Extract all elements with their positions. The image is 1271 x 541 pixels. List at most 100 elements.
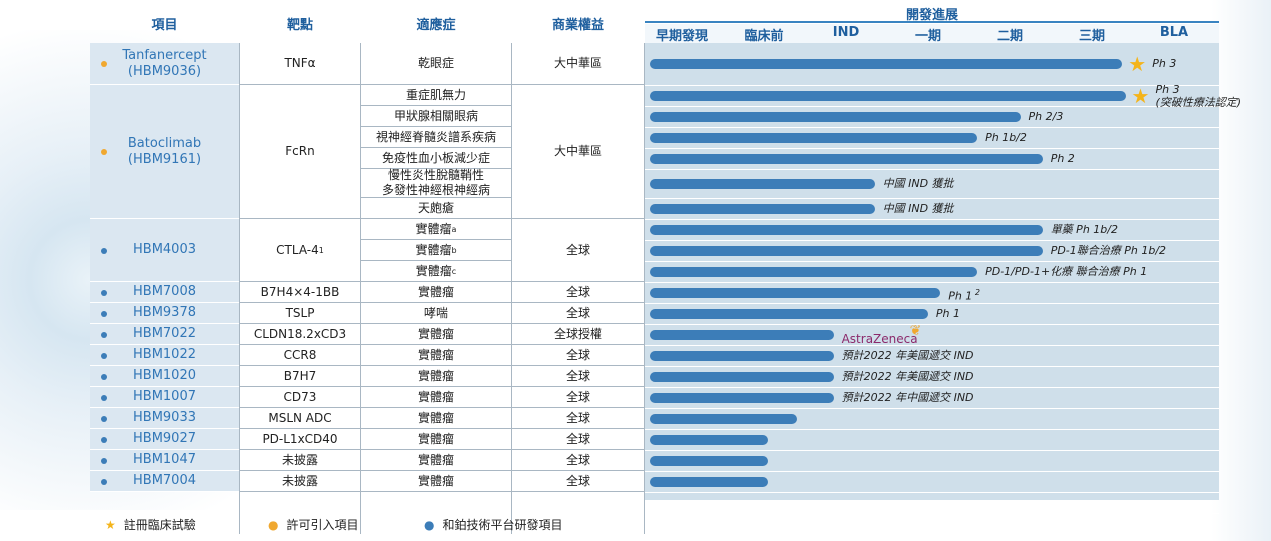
- program-rights: 大中華區: [512, 85, 644, 219]
- header-target: 靶點: [286, 18, 313, 33]
- legend-registration-label: 註冊臨床試驗: [123, 518, 196, 532]
- header-indication: 適應症: [416, 18, 456, 33]
- progress-label: 中國 IND 獲批: [882, 176, 954, 190]
- indication-cell: 實體瘤 a: [361, 219, 511, 240]
- progress-label: Ph 2/3: [1028, 109, 1064, 123]
- progress-bar: [650, 308, 928, 319]
- indication-cell: 甲狀腺相關眼病: [361, 106, 511, 127]
- column-divider: [644, 43, 645, 534]
- progress-bar: [650, 371, 834, 382]
- licensed-dot-icon: [101, 61, 107, 67]
- progress-row-divider: [645, 429, 1219, 430]
- progress-label: Ph 1 2: [948, 287, 980, 303]
- indication-cell: 實體瘤: [361, 471, 511, 492]
- inhouse-dot-icon: ●: [424, 518, 435, 532]
- progress-bar: [650, 90, 1126, 101]
- program-target: CCR8: [240, 345, 360, 366]
- phase-label: 一期: [914, 29, 941, 44]
- progress-row-divider: [645, 261, 1219, 262]
- progress-bar: [650, 455, 768, 466]
- program-rights: 大中華區: [512, 43, 644, 85]
- legend-registration: ★ 註冊臨床試驗: [105, 516, 196, 533]
- licensed-dot-icon: ●: [268, 518, 279, 532]
- progress-row-divider: [645, 219, 1219, 220]
- indication-cell: 實體瘤 b: [361, 240, 511, 261]
- progress-row-divider: [645, 366, 1219, 367]
- program-target: B7H7: [240, 366, 360, 387]
- progress-label: PD-1聯合治療 Ph 1b/2: [1050, 243, 1167, 257]
- indication-cell: 實體瘤: [361, 345, 511, 366]
- program-target: CD73: [240, 387, 360, 408]
- progress-label: Ph 1b/2: [985, 130, 1027, 144]
- indication-cell: 實體瘤 c: [361, 261, 511, 282]
- indication-cell: 實體瘤: [361, 282, 511, 303]
- program-rights: 全球: [512, 219, 644, 282]
- program-rights: 全球: [512, 303, 644, 324]
- phase-label: 二期: [996, 29, 1023, 44]
- legend-licensed: ● 許可引入項目: [268, 516, 359, 533]
- progress-row-divider: [645, 169, 1219, 170]
- progress-row-divider: [645, 198, 1219, 199]
- indication-cell: 實體瘤: [361, 366, 511, 387]
- phase-label: 臨床前: [744, 29, 784, 44]
- program-target: 未披露: [240, 450, 360, 471]
- progress-row-divider: [645, 106, 1219, 107]
- program-name: HBM1020: [90, 366, 239, 387]
- progress-row-divider: [645, 492, 1219, 493]
- indication-cell: 乾眼症: [361, 43, 511, 85]
- progress-label: Ph 3: [1152, 57, 1177, 70]
- progress-label: 預計2022 年美國遞交 IND: [841, 369, 974, 383]
- progress-label: Ph 1: [935, 306, 960, 320]
- program-target: TNFα: [240, 43, 360, 85]
- program-name: Batoclimab (HBM9161): [90, 85, 239, 219]
- progress-bar: [650, 59, 1123, 69]
- progress-bar: [650, 476, 768, 487]
- program-name: HBM9033: [90, 408, 239, 429]
- indication-cell: 視神經脊髓炎譜系疾病: [361, 127, 511, 148]
- progress-label: 單藥 Ph 1b/2: [1050, 222, 1118, 236]
- program-name: HBM9027: [90, 429, 239, 450]
- star-icon: ★: [1131, 83, 1150, 108]
- column-divider: [239, 43, 240, 534]
- program-rights: 全球授權: [512, 324, 644, 345]
- star-icon: ★: [105, 518, 116, 532]
- progress-row-divider: [645, 345, 1219, 346]
- program-target: B7H4×4-1BB: [240, 282, 360, 303]
- program-name: HBM1047: [90, 450, 239, 471]
- phase-label: BLA: [1159, 25, 1189, 40]
- progress-bar: [650, 245, 1043, 256]
- program-target: FcRn: [240, 85, 360, 219]
- progress-row-divider: [645, 127, 1219, 128]
- program-rights: 全球: [512, 345, 644, 366]
- program-name: HBM7008: [90, 282, 239, 303]
- inhouse-dot-icon: [101, 436, 107, 443]
- header-item: 項目: [151, 18, 178, 33]
- progress-bar: [650, 224, 1043, 235]
- footnote-marker: 1: [318, 245, 324, 255]
- progress-label: Ph 2: [1050, 151, 1075, 165]
- right-decoration: [1211, 0, 1271, 541]
- indication-cell: 天皰瘡: [361, 198, 511, 219]
- inhouse-dot-icon: [101, 415, 107, 422]
- phase-label: 早期發現: [655, 29, 708, 44]
- inhouse-dot-icon: [101, 331, 107, 338]
- inhouse-dot-icon: [101, 352, 107, 359]
- indication-cell: 實體瘤: [361, 450, 511, 471]
- header-rights: 商業權益: [551, 18, 604, 33]
- program-rights: 全球: [512, 429, 644, 450]
- progress-row-divider: [645, 282, 1219, 283]
- progress-bar: [650, 392, 834, 403]
- progress-bar: [650, 350, 834, 361]
- program-name: HBM4003: [90, 219, 239, 282]
- column-divider: [511, 43, 512, 534]
- indication-cell: 實體瘤: [361, 324, 511, 345]
- phase-label: IND: [832, 25, 860, 40]
- indication-cell: 免疫性血小板減少症: [361, 148, 511, 169]
- progress-bar: [650, 178, 875, 189]
- inhouse-dot-icon: [101, 289, 107, 296]
- inhouse-dot-icon: [101, 373, 107, 380]
- progress-label: 預計2022 年中國遞交 IND: [841, 390, 974, 404]
- header-development: 開發進展: [905, 8, 958, 23]
- progress-bar: [650, 434, 768, 445]
- progress-bar: [650, 329, 834, 340]
